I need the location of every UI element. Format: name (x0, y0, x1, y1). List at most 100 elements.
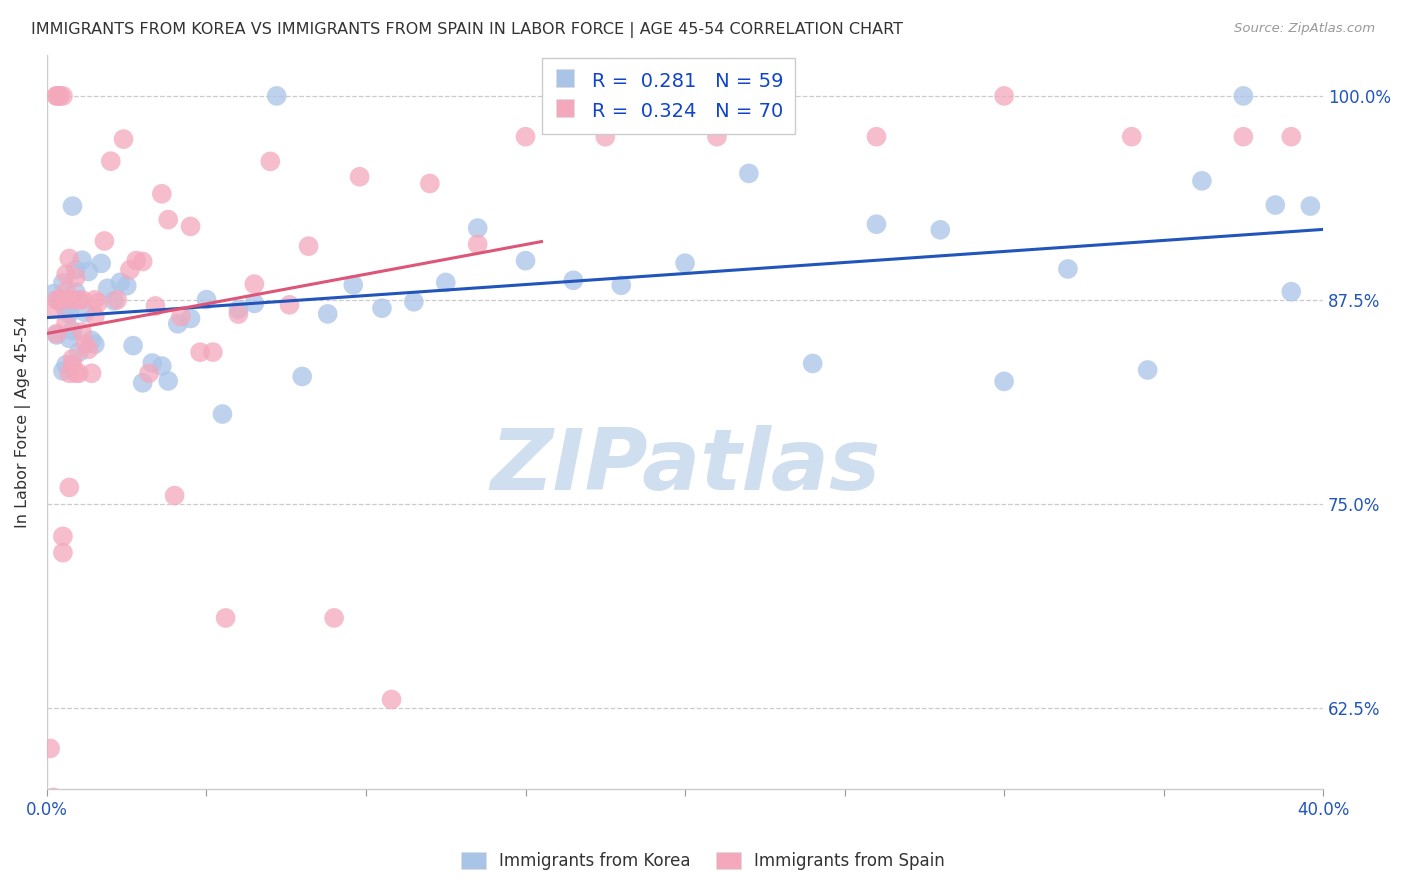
Point (195, 293, 218, 307)
Point (67, 345, 90, 359)
Text: ZIPatlas: ZIPatlas (489, 425, 880, 508)
Point (865, 217, 887, 231)
Point (380, 692, 402, 706)
Point (131, 376, 153, 390)
Point (993, 375, 1015, 389)
Point (52, 364, 75, 378)
Point (58, 252, 80, 266)
Point (515, 129, 537, 144)
Point (70, 293, 93, 307)
Point (1136, 363, 1159, 377)
Point (83, 337, 105, 351)
Point (125, 253, 148, 268)
Point (180, 311, 202, 326)
Point (228, 302, 250, 317)
Y-axis label: In Labor Force | Age 45-54: In Labor Force | Age 45-54 (15, 316, 31, 528)
Point (65, 285, 87, 299)
Point (103, 293, 125, 308)
Point (118, 262, 141, 277)
Point (610, 278, 633, 293)
Point (150, 359, 173, 373)
Point (48, 294, 70, 309)
Point (70, 325, 93, 339)
Legend: Immigrants from Korea, Immigrants from Spain: Immigrants from Korea, Immigrants from S… (454, 845, 952, 877)
Point (112, 132, 135, 146)
Point (929, 223, 952, 237)
Point (993, 89, 1015, 103)
Point (131, 254, 153, 268)
Point (62, 358, 84, 372)
Point (297, 239, 319, 253)
Point (39, 741, 62, 756)
Point (65, 270, 87, 285)
Point (673, 256, 696, 270)
Point (467, 221, 489, 235)
Point (278, 298, 301, 312)
Point (62, 324, 84, 338)
Point (163, 489, 186, 503)
Point (97, 281, 120, 295)
Point (45, 89, 67, 103)
Point (52, 276, 75, 290)
Point (62, 199, 84, 213)
Legend: R =  0.281   N = 59, R =  0.324   N = 70: R = 0.281 N = 59, R = 0.324 N = 70 (541, 57, 796, 134)
Point (243, 277, 266, 291)
Point (157, 212, 180, 227)
Point (467, 237, 489, 252)
Point (70, 253, 93, 268)
Point (419, 177, 441, 191)
Point (1264, 198, 1286, 212)
Point (243, 296, 266, 310)
Point (55, 316, 77, 330)
Point (738, 166, 761, 180)
Point (45, 326, 67, 341)
Point (201, 345, 224, 359)
Point (1057, 261, 1080, 276)
Point (1279, 129, 1302, 144)
Point (801, 356, 824, 370)
Point (77, 264, 100, 278)
Point (75, 305, 97, 319)
Point (42, 301, 65, 316)
Point (180, 219, 202, 234)
Point (55, 358, 77, 372)
Point (80, 334, 103, 348)
Point (45, 293, 67, 307)
Point (80, 366, 103, 380)
Point (42, 286, 65, 301)
Point (67, 366, 90, 380)
Point (65, 366, 87, 380)
Point (1232, 89, 1254, 103)
Point (515, 253, 537, 268)
Point (105, 293, 128, 307)
Point (211, 407, 233, 421)
Point (214, 611, 236, 625)
Point (316, 307, 339, 321)
Point (371, 301, 394, 315)
Point (67, 293, 90, 308)
Point (48, 89, 70, 103)
Point (1191, 174, 1213, 188)
Point (595, 129, 617, 144)
Text: Source: ZipAtlas.com: Source: ZipAtlas.com (1234, 22, 1375, 36)
Point (58, 366, 80, 380)
Point (45, 327, 67, 342)
Point (100, 154, 122, 169)
Point (62, 293, 84, 307)
Point (122, 338, 145, 352)
Point (42, 790, 65, 805)
Point (83, 309, 105, 323)
Point (1121, 129, 1143, 144)
Point (138, 366, 160, 380)
Point (291, 369, 314, 384)
Point (62, 351, 84, 366)
Point (75, 337, 97, 351)
Point (349, 169, 371, 184)
Point (166, 317, 188, 331)
Point (434, 276, 457, 290)
Point (706, 129, 728, 144)
Point (52, 89, 75, 103)
Point (55, 293, 77, 307)
Point (141, 356, 163, 370)
Point (188, 345, 211, 359)
